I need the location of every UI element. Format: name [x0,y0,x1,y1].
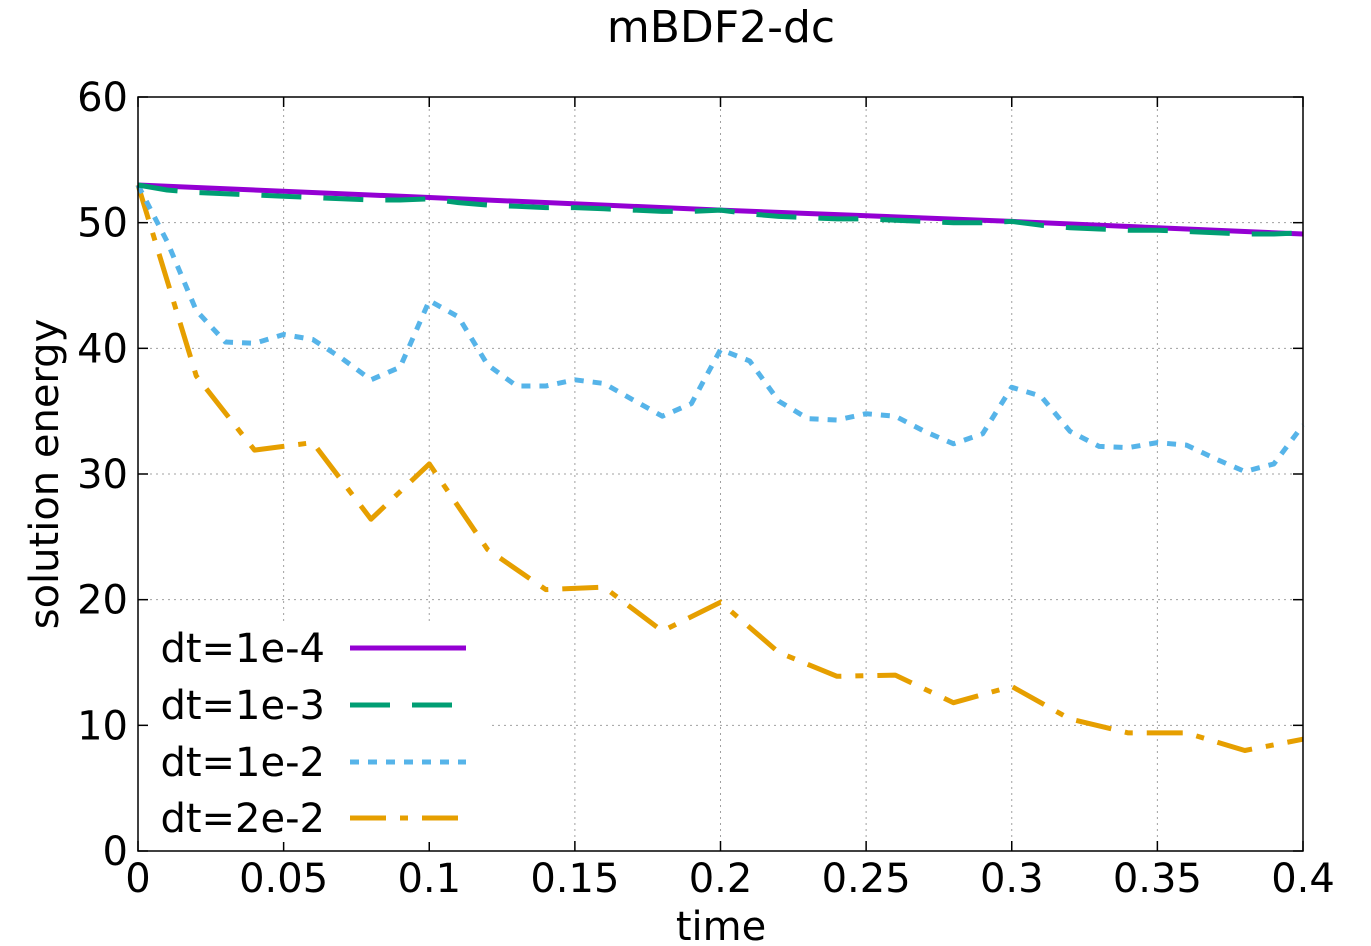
legend-label: dt=1e-4 [160,626,325,672]
y-tick-label: 30 [77,452,128,498]
chart-title: mBDF2-dc [607,2,835,53]
y-axis-title: solution energy [22,319,68,630]
grid [138,97,1303,851]
y-tick-label: 10 [77,703,128,749]
y-tick-label: 0 [103,829,128,875]
x-tick-label: 0 [125,856,150,902]
legend-label: dt=1e-2 [160,740,325,786]
y-tick-labels: 0 10 20 30 40 50 60 [77,75,128,875]
series-line-dt=2e-2 [135,184,1304,753]
series-line-dt=1e-2 [135,183,1306,474]
x-tick-label: 0.2 [689,856,753,902]
legend: dt=1e-4 dt=1e-3 dt=1e-2 dt=2e-2 [160,626,466,842]
y-tick-label: 20 [77,578,128,624]
x-tick-label: 0.1 [397,856,461,902]
x-tick-label: 0.4 [1271,856,1335,902]
x-tick-label: 0.15 [530,856,619,902]
legend-background [148,622,488,842]
legend-label: dt=1e-3 [160,683,325,729]
y-tick-label: 60 [77,75,128,121]
legend-label: dt=2e-2 [160,796,325,842]
x-tick-label: 0.05 [239,856,328,902]
x-tick-labels: 0 0.05 0.1 0.15 0.2 0.25 0.3 0.35 0.4 [125,856,1335,902]
y-tick-label: 40 [77,326,128,372]
x-tick-label: 0.25 [822,856,911,902]
y-tick-label: 50 [77,201,128,247]
series-layer [135,182,1306,753]
x-tick-label: 0.3 [980,856,1044,902]
series-line-dt=1e-3 [137,182,1304,237]
x-tick-label: 0.35 [1113,856,1202,902]
ticks [137,96,1304,852]
x-axis-title: time [676,904,766,946]
